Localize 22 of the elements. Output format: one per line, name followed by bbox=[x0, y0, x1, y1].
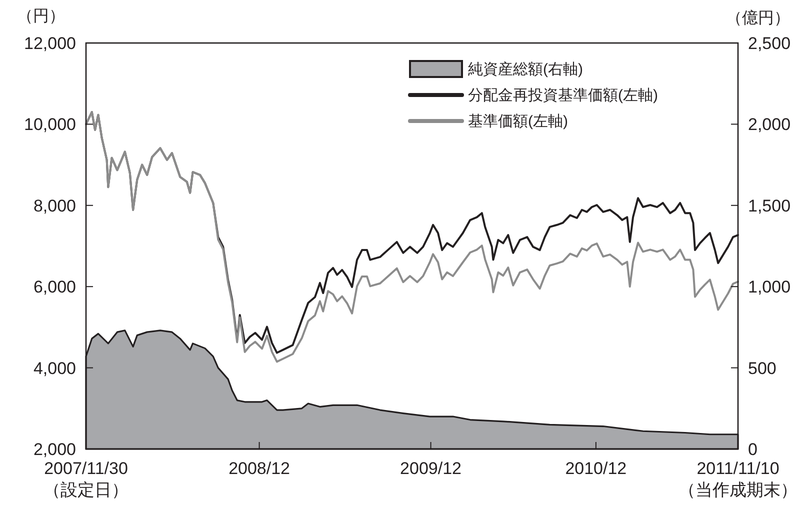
x-tick-label: 2009/12 bbox=[400, 459, 462, 478]
y-tick-label: 10,000 bbox=[24, 115, 76, 134]
y-tick-label: 8,000 bbox=[33, 196, 76, 216]
y2-tick-label: 1,000 bbox=[748, 278, 791, 297]
legend-label: 純資産総額(右軸) bbox=[468, 61, 583, 78]
y-tick-label: 2,000 bbox=[33, 440, 76, 459]
y-tick-label: 6,000 bbox=[33, 278, 76, 297]
y-tick-label: 12,000 bbox=[24, 34, 76, 53]
y2-tick-label: 2,500 bbox=[748, 34, 791, 53]
y2-axis-title: （億円） bbox=[726, 9, 790, 27]
y2-tick-label: 1,500 bbox=[748, 196, 791, 216]
legend-label: 基準価額(左軸) bbox=[468, 113, 568, 130]
x-tick-label: 2011/11/10 （当作成期末） bbox=[678, 459, 798, 500]
y-axis-title: （円） bbox=[17, 8, 65, 25]
x-tick-label: 2007/11/30 （設定日） bbox=[44, 459, 128, 500]
x-tick-label: 2010/12 bbox=[565, 459, 627, 478]
y-tick-label: 4,000 bbox=[33, 358, 76, 378]
legend-label: 分配金再投資基準価額(左軸) bbox=[468, 87, 658, 104]
y2-tick-label: 2,000 bbox=[748, 115, 791, 134]
y2-tick-label: 0 bbox=[748, 440, 758, 459]
x-tick-label: 2008/12 bbox=[228, 459, 290, 478]
y2-tick-label: 500 bbox=[748, 358, 776, 378]
